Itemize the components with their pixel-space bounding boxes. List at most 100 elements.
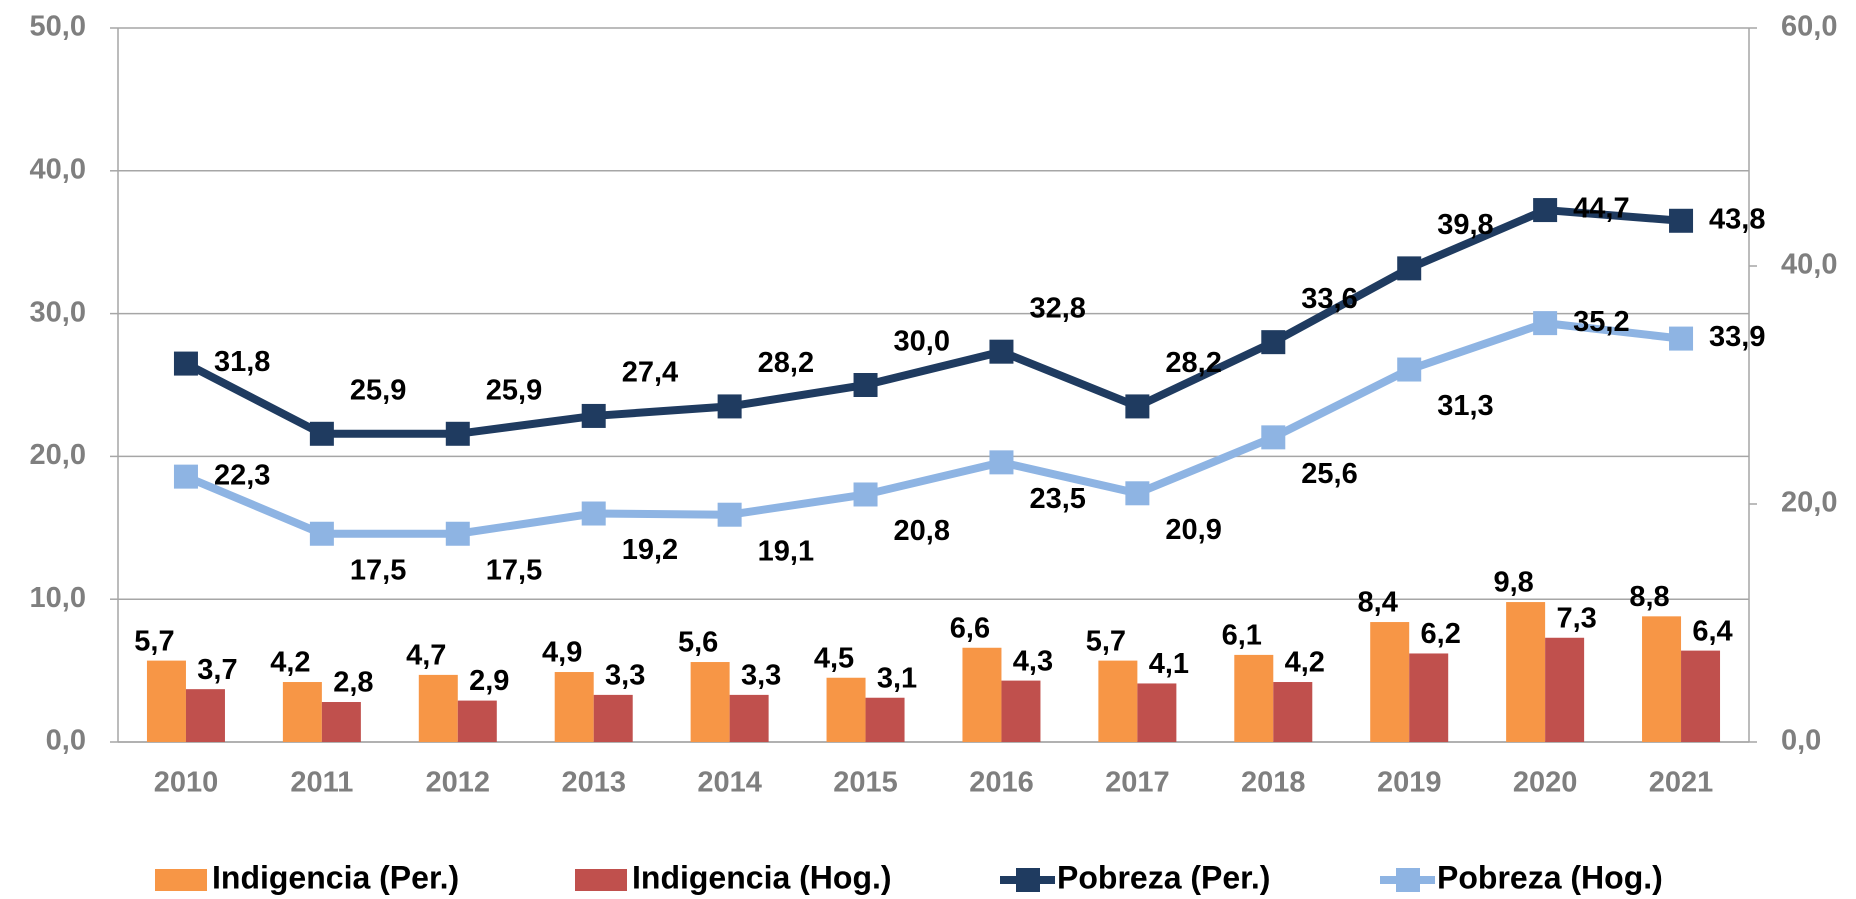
y-tick-label: 20,0	[30, 439, 86, 471]
data-label: 4,1	[1149, 648, 1189, 680]
bar	[282, 682, 322, 742]
x-tick-label: 2011	[290, 767, 353, 799]
line	[184, 319, 1682, 538]
y-tick-label: 40,0	[30, 153, 86, 185]
bar	[690, 662, 730, 742]
marker	[445, 421, 470, 446]
legend-swatch	[1396, 868, 1420, 892]
y2-tick-label: 0,0	[1781, 725, 1821, 757]
marker	[581, 403, 606, 428]
y-tick-label: 30,0	[30, 296, 86, 328]
data-label: 2,8	[333, 667, 373, 699]
marker	[581, 501, 606, 526]
data-label: 44,7	[1573, 193, 1629, 225]
bar	[826, 677, 866, 742]
legend-swatch	[155, 869, 207, 891]
data-label: 23,5	[1029, 483, 1085, 515]
marker	[173, 464, 198, 489]
data-label: 8,8	[1629, 581, 1669, 613]
data-label: 17,5	[486, 554, 542, 586]
bar	[1001, 680, 1041, 742]
marker	[1669, 208, 1694, 233]
x-tick-label: 2017	[1105, 767, 1170, 799]
data-label: 43,8	[1709, 203, 1765, 235]
bar	[1137, 683, 1177, 742]
bar	[1273, 682, 1313, 742]
data-label: 6,2	[1421, 618, 1461, 650]
x-tick-label: 2015	[833, 767, 898, 799]
data-label: 3,3	[741, 660, 781, 692]
data-label: 4,5	[814, 642, 854, 674]
data-label: 4,7	[406, 640, 446, 672]
y2-tick-label: 60,0	[1781, 11, 1837, 43]
bar	[146, 660, 186, 742]
data-label: 31,8	[214, 346, 270, 378]
marker	[309, 421, 334, 446]
data-label: 31,3	[1437, 390, 1493, 422]
data-label: 4,3	[1013, 645, 1053, 677]
legend-label: Pobreza (Hog.)	[1437, 859, 1663, 895]
data-label: 25,9	[486, 374, 542, 406]
data-label: 4,9	[542, 637, 582, 669]
y-tick-label: 10,0	[30, 582, 86, 614]
data-label: 20,8	[894, 515, 950, 547]
data-label: 28,2	[758, 347, 814, 379]
y2-tick-label: 20,0	[1781, 487, 1837, 519]
legend-swatch	[1016, 868, 1040, 892]
legend-swatch	[575, 869, 627, 891]
x-tick-label: 2018	[1241, 767, 1306, 799]
bar	[1545, 637, 1585, 742]
marker	[1397, 357, 1422, 382]
y-tick-label: 50,0	[30, 11, 86, 43]
marker	[989, 339, 1014, 364]
data-label: 5,7	[134, 625, 174, 657]
marker	[1397, 256, 1422, 281]
marker	[853, 373, 878, 397]
y-tick-label: 0,0	[46, 725, 86, 757]
legend-label: Indigencia (Per.)	[212, 859, 459, 895]
data-label: 30,0	[894, 326, 950, 358]
marker	[173, 351, 198, 376]
data-label: 19,2	[622, 534, 678, 566]
marker	[717, 394, 742, 419]
data-label: 4,2	[1285, 647, 1325, 679]
marker	[445, 521, 470, 546]
x-tick-label: 2016	[969, 767, 1034, 799]
legend-label: Indigencia (Hog.)	[632, 859, 892, 895]
x-tick-label: 2013	[561, 767, 626, 799]
marker	[989, 450, 1014, 475]
data-label: 28,2	[1165, 347, 1221, 379]
marker	[1261, 425, 1286, 450]
data-label: 25,9	[350, 374, 406, 406]
bar	[1370, 622, 1410, 742]
bar	[1409, 653, 1449, 742]
data-label: 33,9	[1709, 321, 1765, 353]
bar	[457, 700, 497, 742]
data-label: 39,8	[1437, 209, 1493, 241]
data-label: 6,4	[1692, 615, 1732, 647]
data-label: 17,5	[350, 554, 406, 586]
data-label: 19,1	[758, 535, 814, 567]
marker	[1533, 311, 1558, 336]
bar	[1506, 602, 1546, 742]
data-label: 5,7	[1086, 625, 1126, 657]
marker	[1533, 198, 1558, 223]
x-tick-label: 2019	[1377, 767, 1442, 799]
bar	[1098, 660, 1138, 742]
marker	[853, 482, 878, 507]
bar	[1234, 654, 1274, 742]
data-label: 3,3	[605, 660, 645, 692]
data-label: 27,4	[622, 357, 678, 389]
bar	[321, 702, 361, 742]
x-tick-label: 2021	[1649, 767, 1714, 799]
bar	[962, 647, 1002, 742]
bar	[593, 694, 633, 742]
data-label: 9,8	[1493, 567, 1533, 599]
data-label: 35,2	[1573, 306, 1629, 338]
data-label: 20,9	[1165, 514, 1221, 546]
bar	[729, 694, 769, 742]
data-label: 25,6	[1301, 458, 1357, 490]
data-label: 4,2	[270, 647, 310, 679]
marker	[309, 521, 334, 546]
